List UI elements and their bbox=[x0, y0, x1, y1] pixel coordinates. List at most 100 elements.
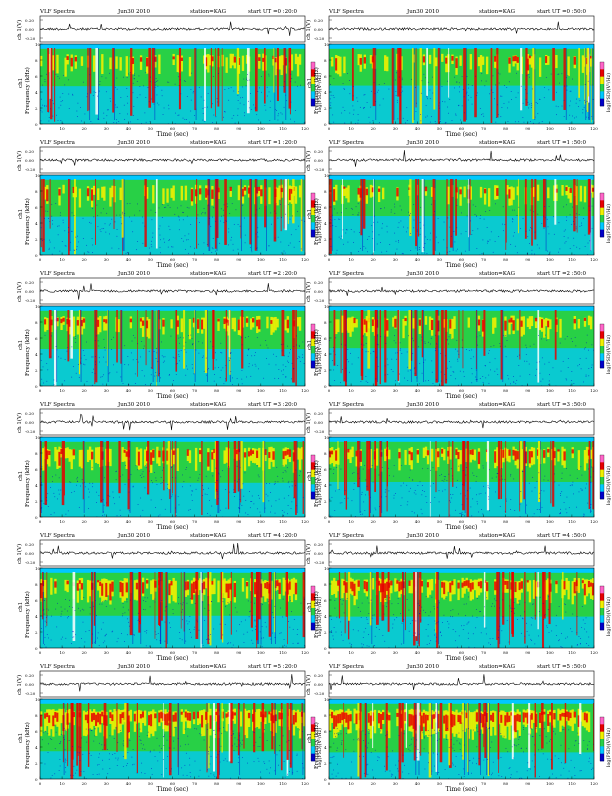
band-cell bbox=[578, 319, 580, 328]
band-core bbox=[529, 451, 531, 463]
noise-speck bbox=[136, 359, 137, 360]
band-cell bbox=[453, 579, 455, 594]
noise-speck bbox=[580, 488, 581, 489]
noise-speck bbox=[162, 482, 163, 483]
band-cell bbox=[356, 319, 358, 327]
noise-speck bbox=[333, 347, 334, 348]
noise-speck bbox=[392, 628, 393, 629]
x-tick-label: 100 bbox=[257, 126, 265, 131]
noise-speck bbox=[507, 620, 508, 621]
noise-speck bbox=[145, 97, 146, 98]
x-tick-label: 10 bbox=[349, 257, 355, 262]
sferic-streak bbox=[289, 48, 292, 109]
band-cell bbox=[103, 316, 105, 330]
sferic-edge bbox=[251, 179, 252, 251]
sferic-streak bbox=[229, 310, 230, 375]
sferic-streak bbox=[286, 572, 288, 617]
panel-date: Jun30 2010 bbox=[117, 402, 151, 408]
noise-speck bbox=[571, 380, 572, 381]
noise-speck bbox=[209, 610, 210, 611]
x-tick-label: 110 bbox=[568, 126, 576, 131]
noise-speck bbox=[564, 86, 565, 87]
band-core bbox=[54, 712, 56, 718]
band-core bbox=[335, 58, 337, 70]
noise-speck bbox=[420, 611, 421, 612]
noise-speck bbox=[101, 76, 102, 77]
noise-speck bbox=[334, 510, 335, 511]
noise-speck bbox=[282, 478, 283, 479]
noise-speck bbox=[477, 228, 478, 229]
noise-speck bbox=[156, 480, 157, 481]
noise-speck bbox=[287, 467, 288, 468]
noise-speck bbox=[477, 379, 478, 380]
noise-speck bbox=[238, 224, 239, 225]
noise-speck bbox=[570, 628, 571, 629]
waveform-tick-label: 0.20 bbox=[25, 18, 34, 23]
noise-speck bbox=[365, 94, 366, 95]
noise-speck bbox=[564, 116, 565, 117]
noise-speck bbox=[489, 469, 490, 470]
band-cell bbox=[476, 580, 478, 598]
band-cell bbox=[437, 448, 439, 467]
noise-speck bbox=[399, 222, 400, 223]
noise-speck bbox=[591, 367, 592, 368]
panel-title: VLF Spectra bbox=[39, 140, 76, 146]
noise-speck bbox=[428, 380, 429, 381]
y-tick-label: 6 bbox=[35, 74, 38, 79]
noise-speck bbox=[181, 238, 182, 239]
band-cell bbox=[512, 187, 514, 199]
sferic-streak bbox=[483, 310, 485, 356]
band-core bbox=[91, 452, 93, 460]
noise-speck bbox=[370, 122, 371, 123]
noise-speck bbox=[147, 493, 148, 494]
noise-speck bbox=[329, 499, 330, 500]
noise-speck bbox=[566, 217, 567, 218]
noise-speck bbox=[238, 100, 239, 101]
noise-speck bbox=[415, 621, 416, 622]
noise-speck bbox=[288, 356, 289, 357]
y-tick-label: 4 bbox=[324, 483, 327, 488]
noise-speck bbox=[491, 231, 492, 232]
noise-speck bbox=[519, 355, 520, 356]
noise-speck bbox=[222, 470, 223, 471]
noise-speck bbox=[572, 79, 573, 80]
noise-speck bbox=[161, 774, 162, 775]
noise-speck bbox=[179, 85, 180, 86]
noise-speck bbox=[89, 753, 90, 754]
noise-speck bbox=[432, 93, 433, 94]
spectrogram bbox=[40, 44, 305, 125]
sferic-streak bbox=[524, 572, 525, 644]
waveform-tick-label: 0.20 bbox=[25, 673, 34, 678]
noise-speck bbox=[471, 350, 472, 351]
noise-speck bbox=[276, 356, 277, 357]
noise-speck bbox=[145, 631, 146, 632]
band-cell bbox=[345, 188, 347, 199]
noise-speck bbox=[471, 382, 472, 383]
noise-speck bbox=[589, 240, 590, 241]
noise-speck bbox=[379, 105, 380, 106]
noise-speck bbox=[433, 383, 434, 384]
noise-speck bbox=[330, 102, 331, 103]
panel-title: VLF Spectra bbox=[328, 402, 365, 408]
x-tick-label: 10 bbox=[60, 519, 66, 524]
band-cell bbox=[459, 55, 461, 65]
sferic-streak bbox=[46, 572, 47, 626]
band-cell bbox=[258, 54, 260, 69]
noise-speck bbox=[529, 104, 530, 105]
noise-speck bbox=[211, 506, 212, 507]
noise-speck bbox=[160, 377, 161, 378]
waveform-label: ch 1(V) bbox=[16, 675, 23, 695]
noise-speck bbox=[234, 224, 235, 225]
noise-speck bbox=[154, 351, 155, 352]
noise-speck bbox=[544, 480, 545, 481]
noise-speck bbox=[220, 624, 221, 625]
noise-speck bbox=[91, 223, 92, 224]
noise-speck bbox=[169, 239, 170, 240]
noise-speck bbox=[494, 371, 495, 372]
noise-speck bbox=[189, 208, 190, 209]
noise-speck bbox=[583, 516, 584, 517]
panel-station: station=KAG bbox=[479, 533, 515, 539]
noise-speck bbox=[543, 603, 544, 604]
band-cell bbox=[474, 450, 476, 461]
noise-speck bbox=[151, 500, 152, 501]
